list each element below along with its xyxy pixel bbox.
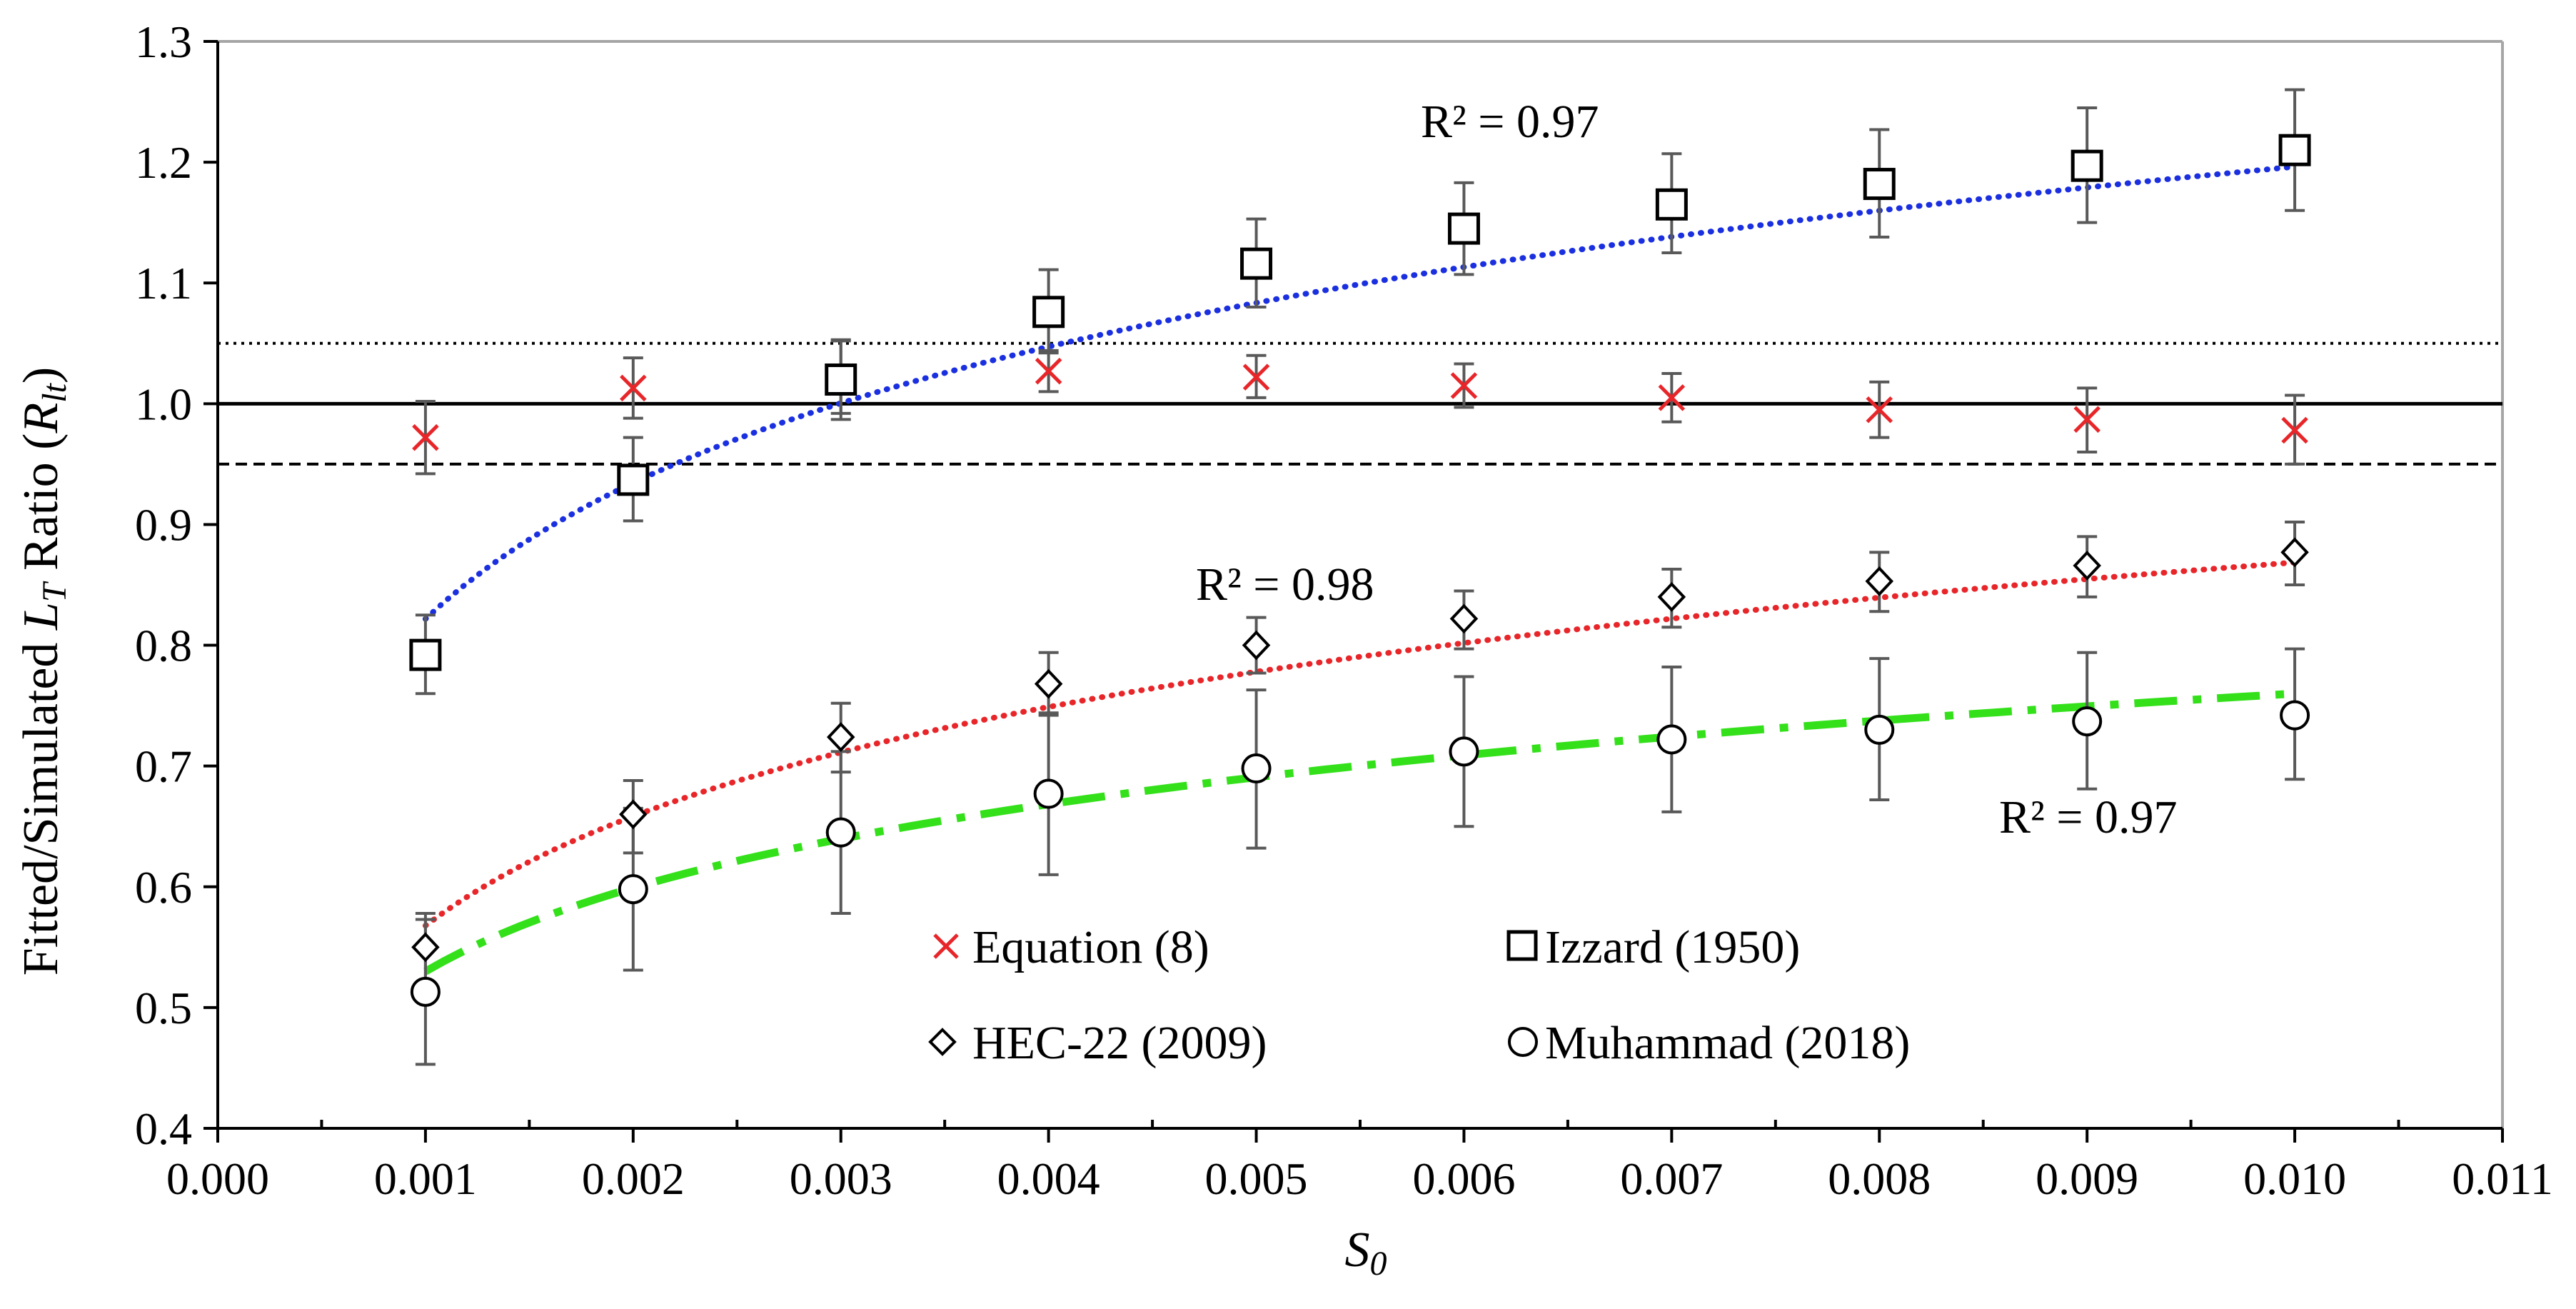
- data-point-s3-p3: [1033, 778, 1064, 809]
- data-point-s1-p2: [825, 363, 857, 396]
- plot-area-frame: [218, 40, 2504, 1128]
- data-point-s2-p7: [1865, 566, 1894, 596]
- data-point-s1-p7: [1863, 168, 1896, 201]
- y-tick-label: 0.7: [135, 741, 192, 792]
- axes: [203, 40, 2504, 1143]
- legend-label-izzard: Izzard (1950): [1545, 921, 1800, 973]
- data-point-s0-p3: [1035, 357, 1062, 385]
- y-tick-label: 1.0: [135, 378, 192, 429]
- data-point-s3-p1: [618, 874, 648, 905]
- data-point-s0-p9-b: [2281, 416, 2308, 444]
- legend-marker-square: [1506, 930, 1538, 961]
- data-point-s3-p2: [825, 817, 856, 848]
- data-point-s0-p5: [1450, 372, 1478, 399]
- data-point-s1-p0: [409, 638, 442, 671]
- data-point-s1-p5: [1447, 212, 1480, 245]
- y-tick-label: 0.9: [135, 499, 192, 550]
- data-point-s0-p8-b: [2073, 406, 2100, 433]
- trendlines: [422, 164, 2298, 976]
- r2-label-hec22: R² = 0.98: [1196, 558, 1374, 611]
- r2-label-izzard: R² = 0.97: [1421, 96, 1599, 148]
- y-tick-label: 1.3: [135, 16, 192, 67]
- data-point-s0-p9: [2281, 416, 2308, 444]
- data-point-s2-p1: [619, 799, 648, 830]
- data-point-s2-p4: [1242, 630, 1271, 661]
- y-tick-label: 1.2: [135, 137, 192, 188]
- data-point-s0-p4-b: [1242, 363, 1270, 391]
- x-tick-label: 0.003: [790, 1153, 892, 1204]
- data-point-s1-p8: [2071, 149, 2103, 182]
- x-axis-title: S0: [1345, 1223, 1387, 1283]
- legend-item-hec22: HEC-22 (2009): [928, 1017, 1267, 1069]
- x-tick-label: 0.005: [1205, 1153, 1308, 1204]
- trendline-2: [423, 689, 2295, 976]
- y-tick-label: 0.5: [135, 983, 192, 1033]
- data-point-s3-p7: [1864, 714, 1895, 745]
- data-point-s3-p4: [1241, 753, 1272, 784]
- x-tick-label: 0.011: [2452, 1153, 2553, 1204]
- legend-label-hec22: HEC-22 (2009): [972, 1017, 1267, 1069]
- legend-label-muhammad: Muhammad (2018): [1545, 1017, 1910, 1069]
- data-point-s1-p4: [1240, 247, 1273, 280]
- legend-marker-circle: [1508, 1027, 1538, 1057]
- data-point-s0-p0: [412, 423, 439, 451]
- data-point-s0-p7-b: [1866, 396, 1893, 423]
- data-point-s2-p8: [2073, 551, 2101, 581]
- trendline-0: [422, 164, 2298, 622]
- data-point-s0-p7: [1866, 396, 1893, 423]
- data-point-s1-p9: [2278, 134, 2311, 166]
- data-point-s2-p6: [1657, 581, 1686, 612]
- legend: Equation (8) Izzard (1950) HEC-22 (2009)…: [928, 921, 1910, 1069]
- trendline-1: [422, 559, 2298, 929]
- x-tick-label: 0.009: [2036, 1153, 2138, 1204]
- y-tick-label: 0.6: [135, 862, 192, 913]
- x-tick-label: 0.004: [997, 1153, 1100, 1204]
- x-tick-label: 0.007: [1620, 1153, 1723, 1204]
- r2-label-muhammad: R² = 0.97: [1999, 791, 2178, 843]
- data-markers: [409, 134, 2311, 1007]
- legend-item-muhammad: Muhammad (2018): [1508, 1017, 1910, 1069]
- x-tick-label: 0.010: [2243, 1153, 2346, 1204]
- data-point-s1-p6: [1655, 188, 1688, 221]
- data-point-s0-p3-b: [1035, 357, 1062, 385]
- data-point-s3-p6: [1656, 724, 1687, 755]
- data-point-s0-p0-b: [412, 423, 439, 451]
- y-tick-label: 0.4: [135, 1103, 192, 1154]
- data-point-s2-p9: [2280, 537, 2309, 568]
- data-point-s2-p5: [1449, 603, 1479, 634]
- x-tick-label: 0.000: [166, 1153, 269, 1204]
- data-point-s0-p1-b: [620, 374, 647, 402]
- legend-marker-x: [933, 933, 959, 959]
- legend-item-equation8: Equation (8): [933, 921, 1209, 973]
- data-point-s1-p1: [617, 463, 650, 496]
- tick-labels: 0.000 0.001 0.002 0.003 0.004 0.005 0.006 0.007…: [135, 16, 2553, 1204]
- data-point-s2-p2: [826, 722, 855, 752]
- data-point-s3-p8: [2072, 706, 2103, 737]
- legend-item-izzard: Izzard (1950): [1506, 921, 1800, 973]
- legend-marker-diamond: [928, 1028, 957, 1056]
- data-point-s0-p6-b: [1658, 384, 1686, 411]
- data-point-s2-p3: [1034, 668, 1063, 699]
- legend-label-equation8: Equation (8): [972, 921, 1209, 973]
- data-point-s3-p9: [2280, 700, 2310, 731]
- data-point-s1-p3: [1032, 296, 1065, 328]
- x-tick-label: 0.008: [1828, 1153, 1931, 1204]
- data-point-s0-p6: [1658, 384, 1686, 411]
- y-tick-label: 0.8: [135, 621, 192, 671]
- x-tick-label: 0.006: [1412, 1153, 1515, 1204]
- data-point-s0-p8: [2073, 406, 2100, 433]
- data-point-s0-p5-b: [1450, 372, 1478, 399]
- data-point-s3-p0: [410, 976, 441, 1007]
- data-point-s0-p4: [1242, 363, 1270, 391]
- data-point-s2-p0: [411, 932, 440, 963]
- x-tick-label: 0.001: [374, 1153, 477, 1204]
- y-tick-label: 1.1: [135, 258, 192, 309]
- y-axis-title: Fitted/Simulated LT Ratio (Rlt): [14, 367, 74, 976]
- x-tick-label: 0.002: [582, 1153, 685, 1204]
- data-point-s0-p1: [620, 374, 647, 402]
- data-point-s3-p5: [1449, 736, 1479, 767]
- reference-lines: [218, 341, 2502, 466]
